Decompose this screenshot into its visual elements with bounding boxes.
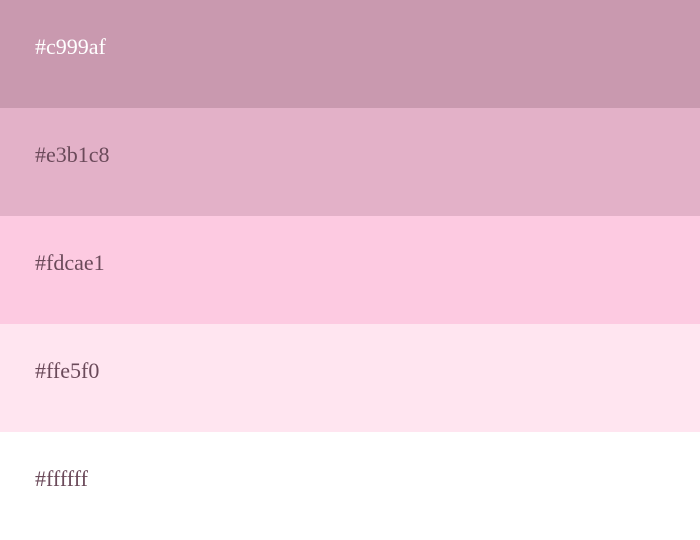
swatch-label: #e3b1c8	[35, 142, 110, 167]
swatch-ffe5f0[interactable]: #ffe5f0	[0, 324, 700, 432]
swatch-fdcae1[interactable]: #fdcae1	[0, 216, 700, 324]
swatch-ffffff[interactable]: #ffffff	[0, 432, 700, 540]
swatch-label: #c999af	[35, 34, 106, 59]
swatch-e3b1c8[interactable]: #e3b1c8	[0, 108, 700, 216]
swatch-label: #ffe5f0	[35, 358, 100, 383]
swatch-label: #ffffff	[35, 466, 88, 491]
swatch-label: #fdcae1	[35, 250, 105, 275]
swatch-c999af[interactable]: #c999af	[0, 0, 700, 108]
